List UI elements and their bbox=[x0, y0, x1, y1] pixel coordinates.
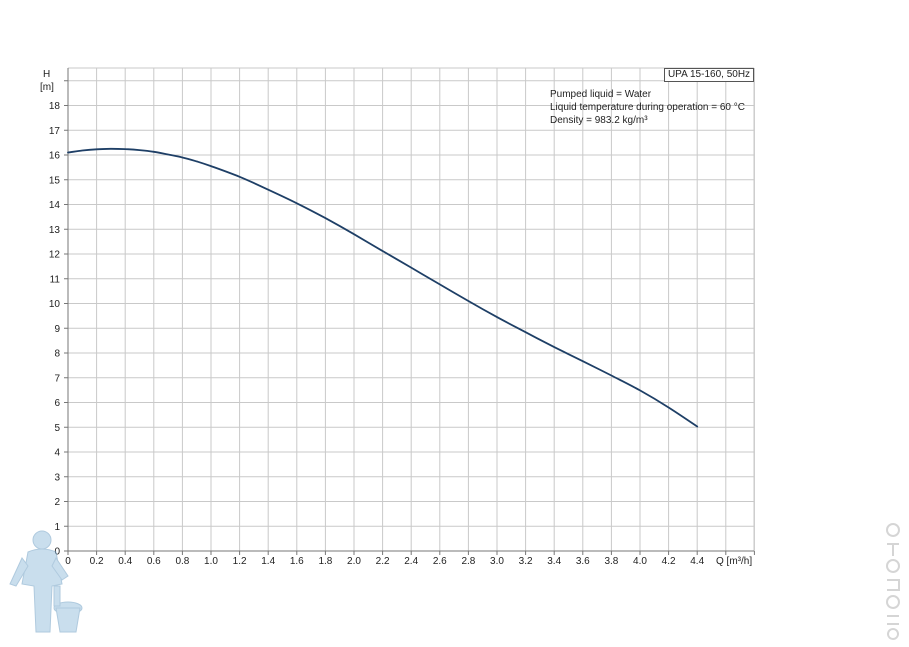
x-axis-ticks: 0 0.2 0.4 0.6 0.8 1.0 1.2 1.4 1.6 1.8 2.0 2.2 2.4 2.6… bbox=[65, 551, 755, 567]
y-tick-label: 11 bbox=[50, 274, 61, 285]
x-tick-label: 2.2 bbox=[376, 556, 390, 567]
y-tick-label: 17 bbox=[49, 126, 61, 137]
x-tick-label: 3.0 bbox=[490, 556, 504, 567]
y-tick-label: 4 bbox=[54, 448, 60, 459]
x-tick-label: 1.6 bbox=[290, 556, 304, 567]
note-liquid-temperature: Liquid temperature during operation = 60… bbox=[550, 102, 745, 113]
y-tick-label: 0 bbox=[54, 547, 60, 558]
plumber-mascot-image bbox=[9, 530, 83, 633]
y-axis-label-unit: [m] bbox=[40, 82, 54, 93]
y-axis-label-h: H bbox=[43, 69, 50, 80]
x-tick-label: 0.8 bbox=[175, 556, 189, 567]
x-tick-label: 1.8 bbox=[318, 556, 332, 567]
watermark-logo bbox=[886, 523, 900, 640]
y-tick-label: 7 bbox=[54, 373, 60, 384]
y-tick-label: 18 bbox=[49, 101, 61, 112]
x-tick-label: 3.4 bbox=[547, 556, 561, 567]
y-tick-label: 10 bbox=[49, 299, 61, 310]
chart-title-box: UPA 15-160, 50Hz bbox=[664, 68, 754, 82]
pump-curve-line bbox=[67, 147, 699, 428]
grid bbox=[68, 67, 755, 551]
y-tick-label: 9 bbox=[54, 324, 60, 335]
x-tick-label: 0.6 bbox=[147, 556, 161, 567]
x-tick-label: 1.4 bbox=[261, 556, 275, 567]
x-tick-label: 2.6 bbox=[433, 556, 447, 567]
x-tick-label: 4.2 bbox=[662, 556, 676, 567]
y-tick-label: 5 bbox=[54, 423, 60, 434]
x-tick-label: 4.0 bbox=[633, 556, 647, 567]
x-tick-label: 0.4 bbox=[118, 556, 132, 567]
x-tick-label: 2.4 bbox=[404, 556, 418, 567]
x-tick-label: 4.4 bbox=[690, 556, 704, 567]
x-tick-label: 0 bbox=[65, 556, 71, 567]
y-tick-label: 12 bbox=[49, 250, 61, 261]
x-tick-label: 2.0 bbox=[347, 556, 361, 567]
x-tick-label: 0.2 bbox=[90, 556, 104, 567]
x-tick-label: 3.6 bbox=[576, 556, 590, 567]
y-tick-label: 6 bbox=[54, 398, 60, 409]
y-tick-label: 14 bbox=[49, 200, 61, 211]
x-tick-label: 1.0 bbox=[204, 556, 218, 567]
x-tick-label: 3.8 bbox=[604, 556, 618, 567]
x-axis-label: Q [m³/h] bbox=[716, 556, 752, 567]
y-tick-label: 8 bbox=[54, 349, 60, 360]
y-tick-label: 16 bbox=[49, 151, 61, 162]
note-pumped-liquid: Pumped liquid = Water bbox=[550, 89, 652, 100]
y-tick-label: 2 bbox=[54, 497, 60, 508]
operating-notes: Pumped liquid = Water Liquid temperature… bbox=[550, 88, 745, 127]
series-group bbox=[67, 147, 699, 428]
y-tick-label: 13 bbox=[49, 225, 61, 236]
y-tick-label: 1 bbox=[54, 522, 60, 533]
y-tick-label: 15 bbox=[49, 175, 61, 186]
x-tick-label: 3.2 bbox=[519, 556, 533, 567]
note-density: Density = 983.2 kg/m³ bbox=[550, 115, 648, 126]
x-tick-label: 2.8 bbox=[461, 556, 475, 567]
x-tick-label: 1.2 bbox=[233, 556, 247, 567]
y-tick-label: 3 bbox=[54, 472, 60, 483]
